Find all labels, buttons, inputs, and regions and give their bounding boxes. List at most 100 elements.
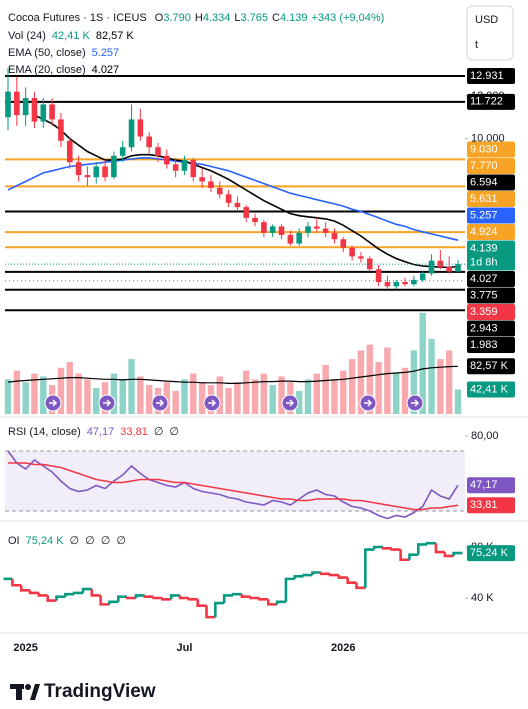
axis-label-bg [467,271,515,288]
legend-item: 4.027 [92,64,120,76]
legend-item: ∅ [101,535,111,547]
legend: EMA (50, close) 5.257 [8,47,119,59]
oi-step [72,591,83,595]
volume-bar [137,376,144,414]
candle-body [199,177,205,182]
candle-body [164,155,170,165]
series-line [7,450,459,520]
candle-body [49,104,55,120]
axis-label-bg [467,337,515,354]
volume-bar [84,379,91,414]
oi-step [143,595,154,599]
event-marker-arrow [156,399,165,407]
axis-label: 11.722 [470,96,503,108]
volume-bar [13,370,21,414]
oi-step [258,597,269,601]
currency-box[interactable] [466,5,514,61]
axis-label-bg [467,158,515,175]
legend-item: 5.257 [92,47,120,59]
volume-bar [119,379,126,414]
oi-step [434,543,445,554]
oi-step [116,595,128,602]
oi-step [108,600,119,605]
oi-step [302,573,313,577]
legend-item: O [155,12,164,24]
rsi-band [5,450,465,511]
legend-item: 3.790 [163,12,191,24]
axis-label: 3.775 [470,289,498,301]
axis-label: 1.983 [470,339,498,351]
candle-body [102,166,108,178]
oi-step [346,577,357,584]
oi-step [416,543,428,555]
volume-bar [428,338,435,414]
axis-label: 33,81 [470,499,498,511]
candle-body [66,140,73,163]
candle-body [75,162,82,176]
oi-step [337,575,348,579]
candle-body [181,160,188,171]
volume-bar [251,379,259,414]
candle-body [269,226,276,233]
candle-body [393,282,400,287]
candle-body [84,175,91,178]
currency: USD [475,14,498,26]
axis-label: 12.931 [470,70,504,82]
volume-bar [128,359,135,414]
axis-label: 5.631 [470,193,498,205]
legend: Cocoa Futures · 1S · ICEUS O3.790 H4.334 L3… [8,12,384,24]
candle-body [216,187,223,195]
volume-bar [322,364,329,414]
axis-label: 4.924 [470,226,498,238]
axis-label-bg [467,477,515,494]
volume-bar [260,373,268,414]
axis-label: 9.030 [470,143,498,155]
candle-body [155,147,161,156]
axis-label-bg [467,191,515,208]
legend: RSI (14, close) 47,17 33,81 ∅ ∅ [8,426,179,438]
axis-label: 3.359 [470,306,498,318]
candle-body [128,119,135,148]
legend-item: RSI (14, close) [8,426,81,438]
volume-bar [198,382,206,414]
candle-body [402,282,408,285]
countdown-label: 1d 8h [470,256,498,268]
candle-body [455,264,461,272]
candle-body [278,226,285,235]
oi-step [311,571,322,576]
volume-bar [357,350,365,414]
volume-bar [93,388,100,414]
legend: OI 75,24 K ∅ ∅ ∅ ∅ [8,535,126,547]
volume-bar [366,344,373,414]
oi-step [214,601,225,618]
candle-body [331,232,338,240]
candle-body [384,282,391,287]
oi-step [408,553,419,560]
legend-item: 82,57 K [96,30,135,42]
candle-body [322,228,329,233]
legend-item: 42,41 K [52,30,91,42]
volume-bar [393,373,400,414]
volume-bar [278,376,285,414]
oi-step [64,592,75,597]
oi-step [178,595,189,600]
candle-body [419,273,426,280]
candle-body [305,226,311,233]
oi-step [355,582,366,590]
legend-item: C [272,12,280,24]
legend-item: 75,24 K [26,535,65,547]
event-marker-arrow [364,399,373,407]
legend-item: 4.334 [203,12,231,24]
candle-body [296,232,302,244]
event-marker-arrow [411,399,420,407]
axis-label: 42,41 K [470,383,509,395]
oi-step [152,596,163,600]
axis-label: 82,57 K [470,360,509,372]
candle-body [349,247,355,257]
oi-step [55,595,66,601]
legend-item: ∅ [116,535,126,547]
volume-bar [295,390,303,414]
oi-step [19,585,31,592]
